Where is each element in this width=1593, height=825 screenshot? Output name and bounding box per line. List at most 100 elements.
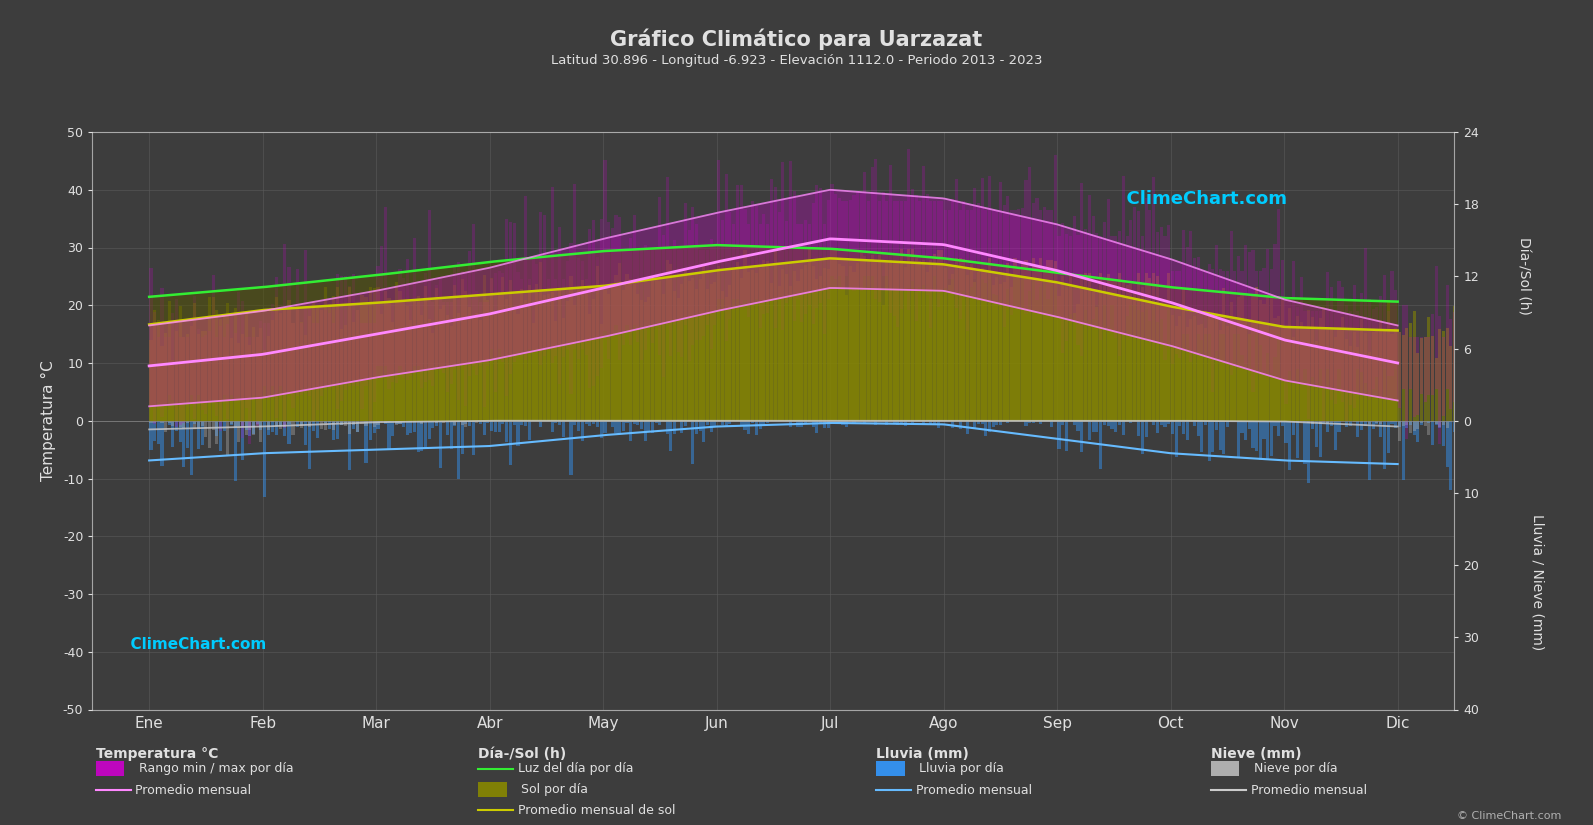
Bar <box>954 179 957 308</box>
Bar <box>569 421 572 475</box>
Bar <box>699 250 703 340</box>
Bar <box>1413 337 1416 417</box>
Bar <box>435 288 438 421</box>
Bar <box>167 300 170 421</box>
Bar <box>172 313 175 399</box>
Bar <box>1356 346 1359 421</box>
Bar <box>1174 271 1177 354</box>
Bar <box>781 162 784 330</box>
Bar <box>1273 244 1276 357</box>
Bar <box>1091 421 1094 431</box>
Bar <box>1486 421 1489 424</box>
Bar <box>1289 308 1292 421</box>
Bar <box>551 187 554 364</box>
Bar <box>816 279 819 421</box>
Bar <box>626 274 629 421</box>
Bar <box>178 337 182 425</box>
Bar <box>793 191 796 321</box>
Bar <box>287 421 290 444</box>
Bar <box>1244 319 1247 421</box>
Text: Lluvia (mm): Lluvia (mm) <box>876 747 969 761</box>
Bar <box>669 421 672 450</box>
Bar <box>201 421 204 426</box>
Bar <box>666 421 669 434</box>
Bar <box>677 298 680 421</box>
Bar <box>464 291 467 421</box>
Bar <box>546 294 550 421</box>
Bar <box>417 296 421 421</box>
Bar <box>229 313 233 395</box>
Bar <box>699 280 703 421</box>
Bar <box>629 279 632 421</box>
Bar <box>249 345 252 421</box>
Bar <box>688 281 691 421</box>
Bar <box>365 421 368 427</box>
Bar <box>479 302 483 366</box>
Bar <box>373 289 376 421</box>
Bar <box>827 200 830 299</box>
Bar <box>1219 268 1222 334</box>
Bar <box>373 421 376 433</box>
Bar <box>241 301 244 438</box>
Bar <box>223 314 226 421</box>
Bar <box>538 421 542 427</box>
Bar <box>970 210 973 287</box>
Bar <box>1413 421 1416 431</box>
Bar <box>945 210 948 288</box>
Bar <box>1252 296 1255 421</box>
Bar <box>669 250 672 356</box>
Bar <box>918 201 921 287</box>
Bar <box>312 302 315 421</box>
Bar <box>1344 421 1348 427</box>
Bar <box>720 421 723 425</box>
Bar <box>543 215 546 356</box>
Bar <box>395 302 398 383</box>
Text: Latitud 30.896 - Longitud -6.923 - Elevación 1112.0 - Periodo 2013 - 2023: Latitud 30.896 - Longitud -6.923 - Eleva… <box>551 54 1042 67</box>
Bar <box>331 323 335 386</box>
Bar <box>1408 421 1411 432</box>
Bar <box>454 266 457 369</box>
Bar <box>1137 421 1141 436</box>
Bar <box>1066 287 1069 421</box>
Bar <box>417 421 421 451</box>
Bar <box>1061 421 1064 426</box>
Bar <box>750 421 753 423</box>
Bar <box>491 421 494 431</box>
Bar <box>1493 337 1496 421</box>
Bar <box>241 333 244 421</box>
Bar <box>984 421 988 436</box>
Bar <box>766 224 769 313</box>
Bar <box>669 264 672 421</box>
Bar <box>1330 287 1333 400</box>
Bar <box>1160 300 1163 421</box>
Bar <box>357 421 360 431</box>
Bar <box>161 421 164 422</box>
Bar <box>435 421 438 423</box>
Bar <box>1018 268 1020 421</box>
Bar <box>720 220 723 299</box>
Bar <box>1372 421 1375 429</box>
Bar <box>1292 261 1295 381</box>
Bar <box>1230 231 1233 375</box>
Bar <box>714 246 717 325</box>
Bar <box>758 268 761 421</box>
Text: Gráfico Climático para Uarzazat: Gráfico Climático para Uarzazat <box>610 29 983 50</box>
Bar <box>714 421 717 427</box>
Bar <box>218 421 221 422</box>
Bar <box>1431 421 1434 445</box>
Bar <box>284 244 287 428</box>
Bar <box>558 227 561 384</box>
Bar <box>1364 421 1367 426</box>
Bar <box>491 279 494 348</box>
Bar <box>255 421 258 426</box>
Bar <box>954 258 957 421</box>
Bar <box>508 421 511 465</box>
Bar <box>1344 339 1348 421</box>
Bar <box>720 290 723 421</box>
Bar <box>1352 332 1356 421</box>
Bar <box>1489 346 1493 421</box>
Bar <box>387 421 390 450</box>
Bar <box>811 203 814 323</box>
Bar <box>296 306 298 421</box>
Bar <box>161 346 164 421</box>
